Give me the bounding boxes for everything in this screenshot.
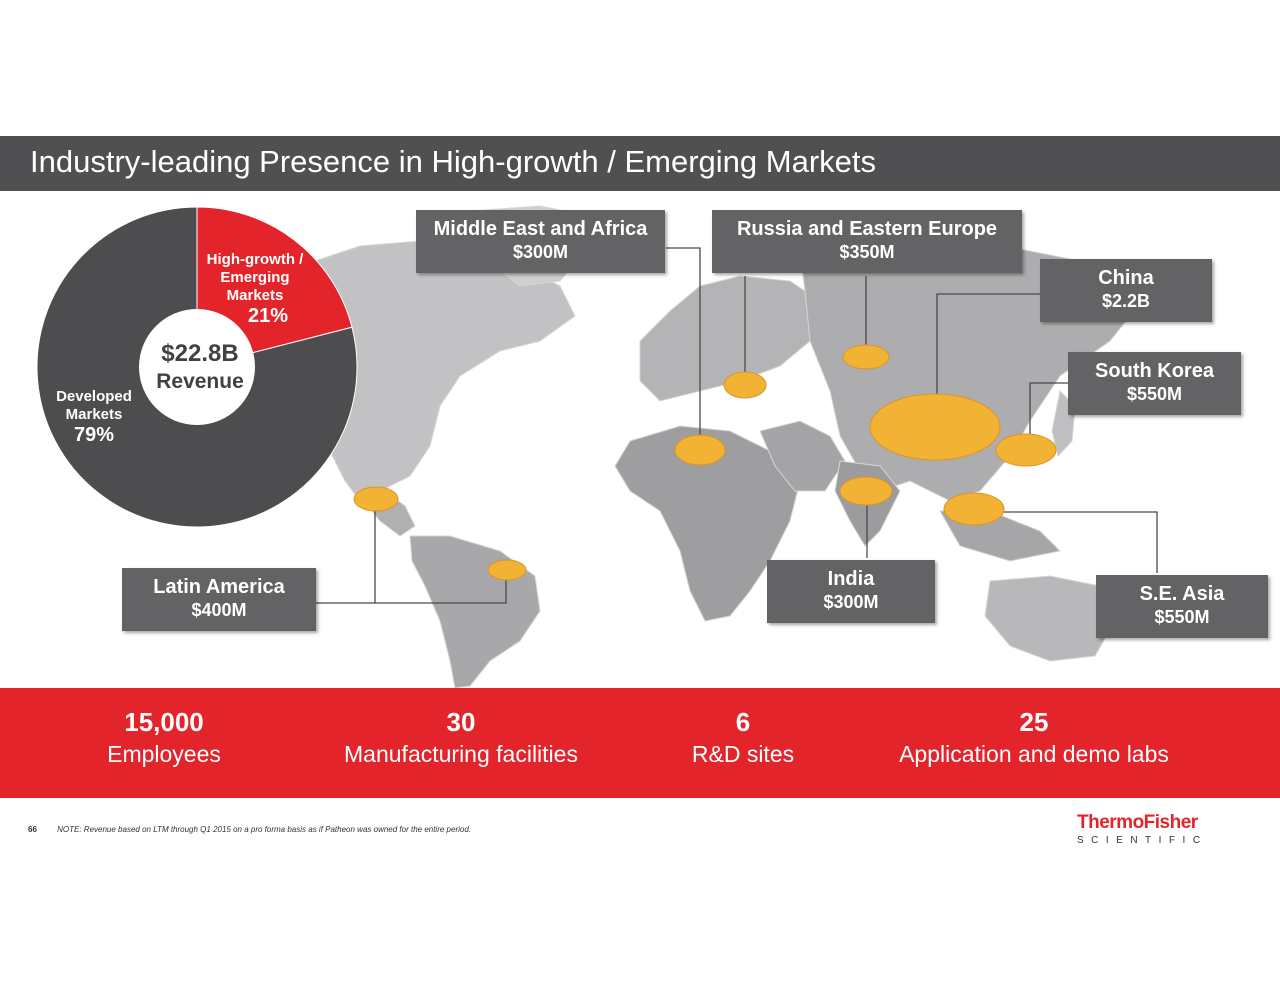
pie-label-emerging-line3: Markets <box>226 287 284 304</box>
stat-manufacturing: 30 Manufacturing facilities <box>321 706 601 770</box>
callout-latin-america: Latin America $400M <box>122 568 316 631</box>
middle-east-shape <box>759 420 846 492</box>
thermo-fisher-logo: ThermoFisher SCIENTIFIC <box>1077 812 1212 846</box>
stat-rd-sites-label: R&D sites <box>691 741 795 767</box>
stat-demo-labs-label: Application and demo labs <box>899 741 1169 767</box>
callout-middle-east-africa: Middle East and Africa $300M <box>416 210 665 273</box>
map-area: High-growth / Emerging Markets 21% Devel… <box>0 191 1280 688</box>
stat-manufacturing-value: 30 <box>446 707 476 737</box>
bubble-latin-america-south <box>487 559 527 581</box>
callout-south-korea: South Korea $550M <box>1068 352 1241 415</box>
callout-se-asia-value: $550M <box>1154 607 1210 627</box>
bubble-russia-east-europe-west <box>723 371 767 399</box>
connector-south-korea <box>1029 382 1068 450</box>
connector-lines <box>316 247 1158 604</box>
pie-pct-developed: 79% <box>73 424 115 446</box>
callout-latin-america-value: $400M <box>191 600 247 620</box>
bubble-russia-east-europe-east <box>842 344 890 370</box>
callout-south-korea-name: South Korea <box>1095 360 1214 382</box>
pie-center-hole <box>139 309 255 425</box>
connector-middle-east-africa <box>666 247 701 449</box>
page-number: 66 <box>28 825 37 834</box>
callout-se-asia-name: S.E. Asia <box>1139 583 1225 605</box>
callout-middle-east-africa-value: $300M <box>512 242 569 262</box>
slide-title: Industry-leading Presence in High-growth… <box>30 144 876 179</box>
pie-label-developed-line1: Developed <box>56 388 132 405</box>
stat-employees-value: 15,000 <box>124 707 204 737</box>
logo-subline: SCIENTIFIC <box>1077 835 1208 846</box>
callout-india-value: $300M <box>823 592 879 612</box>
pie-label-emerging-line1: High-growth / <box>206 251 304 268</box>
footer-note: 66 NOTE: Revenue based on LTM through Q1… <box>28 825 471 834</box>
callout-russia-east-europe-name: Russia and Eastern Europe <box>736 218 998 240</box>
callout-china: China $2.2B <box>1040 259 1212 322</box>
stats-band: 15,000 Employees 30 Manufacturing facili… <box>0 688 1280 798</box>
region-bubbles <box>353 344 1057 581</box>
callout-russia-east-europe: Russia and Eastern Europe $350M <box>712 210 1022 273</box>
callout-china-name: China <box>1098 267 1154 289</box>
australia-shape <box>984 575 1116 662</box>
callout-india: India $300M <box>767 560 935 623</box>
bubble-india <box>839 476 893 506</box>
world-map <box>36 205 1158 688</box>
pie-label-developed-line2: Markets <box>65 406 123 423</box>
connector-latin-america <box>316 498 376 604</box>
title-bar: Industry-leading Presence in High-growth… <box>0 136 1280 191</box>
pie-center-label: $22.8B Revenue <box>140 339 260 395</box>
callout-russia-east-europe-value: $350M <box>839 242 895 262</box>
callout-se-asia: S.E. Asia $550M <box>1096 575 1268 638</box>
stat-demo-labs: 25 Application and demo labs <box>874 706 1194 770</box>
bubble-se-asia <box>943 492 1005 526</box>
pie-label-emerging-line2: Emerging <box>220 269 290 286</box>
revenue-pie <box>36 206 358 528</box>
bubble-china <box>869 393 1001 461</box>
logo-wordmark: ThermoFisher <box>1077 812 1198 833</box>
connector-china <box>936 293 1040 417</box>
bubble-middle-east-africa <box>674 434 726 466</box>
connector-se-asia <box>974 511 1158 573</box>
pie-center-value: $22.8B <box>161 340 239 367</box>
bubble-latin-america-north <box>353 486 399 512</box>
callout-latin-america-name: Latin America <box>153 576 285 598</box>
stat-demo-labs-value: 25 <box>1019 707 1049 737</box>
callout-india-name: India <box>827 568 875 590</box>
revenue-note: NOTE: Revenue based on LTM through Q1 20… <box>57 825 472 834</box>
stat-rd-sites-value: 6 <box>735 707 751 737</box>
pie-center-caption: Revenue <box>156 370 244 393</box>
pie-pct-emerging: 21% <box>247 305 289 327</box>
pie-label-developed: Developed Markets 79% <box>42 388 146 446</box>
callout-china-value: $2.2B <box>1101 291 1151 311</box>
africa-shape <box>614 425 801 622</box>
callout-south-korea-value: $550M <box>1126 384 1183 404</box>
stat-employees-label: Employees <box>107 741 221 767</box>
bubble-south-korea <box>995 433 1057 467</box>
stat-rd-sites: 6 R&D sites <box>663 706 823 770</box>
stat-employees: 15,000 Employees <box>64 706 264 770</box>
stat-manufacturing-label: Manufacturing facilities <box>344 741 578 767</box>
callout-middle-east-africa-name: Middle East and Africa <box>433 218 648 240</box>
pie-label-emerging: High-growth / Emerging Markets 21% <box>196 251 314 327</box>
south-america-shape <box>409 535 541 688</box>
